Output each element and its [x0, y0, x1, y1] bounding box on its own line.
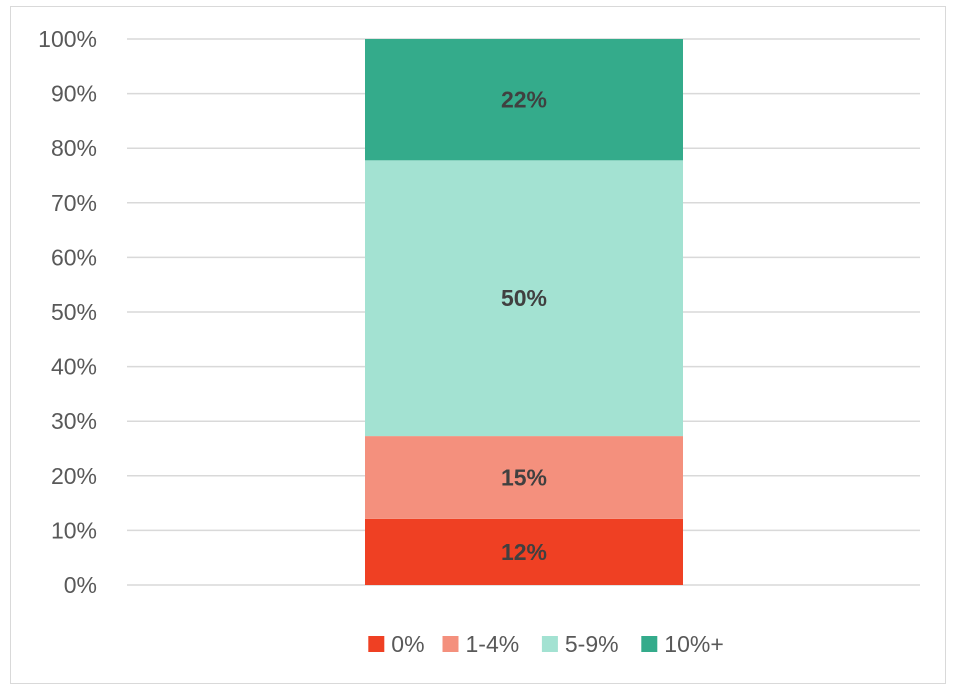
y-tick-label: 60% — [51, 244, 97, 270]
y-tick-label: 30% — [51, 408, 97, 434]
y-tick-label: 100% — [38, 26, 97, 52]
bar-segment-10%+ — [365, 39, 683, 161]
y-tick-label: 20% — [51, 463, 97, 489]
y-tick-label: 50% — [51, 299, 97, 325]
data-label: 50% — [501, 285, 547, 311]
legend-label: 5-9% — [565, 631, 619, 657]
y-tick-label: 80% — [51, 135, 97, 161]
legend-swatch — [641, 636, 658, 652]
legend-swatch — [442, 636, 459, 652]
data-labels: 12% 15% 50% 22% — [501, 87, 547, 565]
bar-segment-1-4% — [365, 436, 683, 519]
legend-label: 0% — [391, 631, 424, 657]
data-label: 12% — [501, 539, 547, 565]
y-tick-label: 40% — [51, 354, 97, 380]
legend-label: 10%+ — [664, 631, 723, 657]
legend-swatch — [541, 636, 558, 652]
bar-segment-0% — [365, 518, 683, 585]
bar-segment-5-9% — [365, 160, 683, 437]
data-label: 22% — [501, 87, 547, 113]
y-tick-label: 70% — [51, 190, 97, 216]
y-axis-ticks: 0% 10% 20% 30% 40% 50% 60% 70% 80% 90% 100% — [38, 26, 97, 598]
y-tick-label: 90% — [51, 81, 97, 107]
stacked-bar — [365, 39, 683, 585]
data-label: 15% — [501, 464, 547, 490]
y-tick-label: 10% — [51, 517, 97, 543]
legend-swatch — [368, 636, 385, 652]
y-tick-label: 0% — [64, 572, 97, 598]
legend-label: 1-4% — [466, 631, 520, 657]
legend: 0% 1-4% 5-9% 10%+ — [368, 631, 724, 657]
